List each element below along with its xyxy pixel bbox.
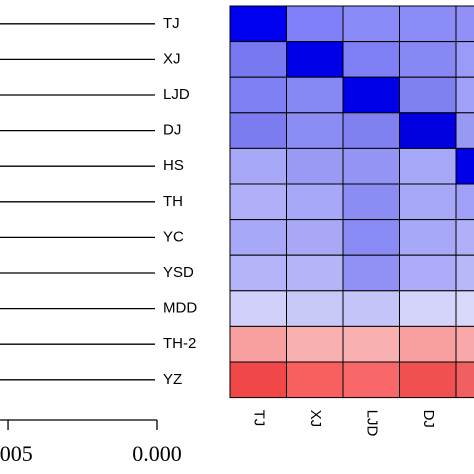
row-label: DJ	[163, 122, 181, 139]
heatmap-cell	[286, 76, 344, 114]
heatmap-cell	[399, 112, 457, 149]
heatmap-cell	[342, 76, 400, 114]
heatmap-cell	[399, 41, 457, 78]
heatmap-cell	[229, 325, 287, 363]
heatmap-cell	[286, 219, 344, 256]
heatmap-cell	[342, 183, 400, 221]
heatmap-cell	[229, 361, 287, 399]
heatmap-cell	[455, 290, 474, 327]
row-label: YZ	[163, 371, 182, 388]
row-label: TJ	[163, 15, 180, 32]
column-label: XJ	[307, 410, 324, 428]
heatmap-cell	[286, 254, 344, 292]
heatmap-cell	[399, 5, 457, 43]
heatmap-cell	[455, 147, 474, 185]
heatmap-cell	[229, 254, 287, 292]
heatmap-cell	[399, 290, 457, 327]
heatmap-cell	[342, 5, 400, 43]
heatmap-cell	[342, 254, 400, 292]
heatmap-cell	[399, 147, 457, 185]
row-label: XJ	[163, 50, 181, 67]
row-label: TH	[163, 193, 183, 210]
heatmap-cell	[342, 325, 400, 363]
heatmap-cell	[286, 183, 344, 221]
heatmap-cell	[342, 41, 400, 78]
column-label: DJ	[420, 410, 437, 428]
heatmap-cell	[399, 219, 457, 256]
row-label: MDD	[163, 300, 197, 317]
heatmap-cell	[399, 76, 457, 114]
heatmap-cell	[229, 5, 287, 43]
heatmap-cell	[399, 254, 457, 292]
heatmap-cell	[342, 290, 400, 327]
heatmap-cell	[229, 76, 287, 114]
heatmap-cell	[342, 147, 400, 185]
heatmap-cell	[229, 219, 287, 256]
column-label: LJD	[363, 410, 380, 437]
heatmap-cell	[286, 112, 344, 149]
heatmap-cell	[455, 41, 474, 78]
column-label: TJ	[250, 410, 267, 427]
heatmap-cell	[455, 361, 474, 399]
heatmap-cell	[229, 112, 287, 149]
heatmap-cell	[229, 147, 287, 185]
heatmap-cell	[342, 361, 400, 399]
heatmap-cell	[455, 325, 474, 363]
heatmap-cell	[229, 183, 287, 221]
heatmap-cell	[455, 112, 474, 149]
heatmap-cell	[286, 361, 344, 399]
heatmap-cell	[342, 219, 400, 256]
heatmap-cell	[455, 183, 474, 221]
heatmap-cell	[342, 112, 400, 149]
row-label: HS	[163, 157, 184, 174]
heatmap-cell	[455, 219, 474, 256]
row-label: YC	[163, 228, 184, 245]
row-label: YSD	[163, 264, 194, 281]
heatmap-cell	[229, 41, 287, 78]
heatmap-cell	[286, 325, 344, 363]
heatmap-cell	[286, 41, 344, 78]
heatmap-cell	[455, 254, 474, 292]
x-tick-label: 0.005	[0, 441, 33, 466]
heatmap-cell	[399, 325, 457, 363]
row-label: LJD	[163, 86, 190, 103]
x-tick-label: 0.000	[132, 441, 182, 466]
heatmap-cell	[399, 361, 457, 399]
row-label: TH-2	[163, 335, 196, 352]
heatmap-cell	[286, 5, 344, 43]
heatmap-cell	[399, 183, 457, 221]
heatmap-cell	[286, 290, 344, 327]
heatmap-cell	[455, 76, 474, 114]
heatmap-cell	[455, 5, 474, 43]
heatmap-cell	[286, 147, 344, 185]
heatmap-cell	[229, 290, 287, 327]
